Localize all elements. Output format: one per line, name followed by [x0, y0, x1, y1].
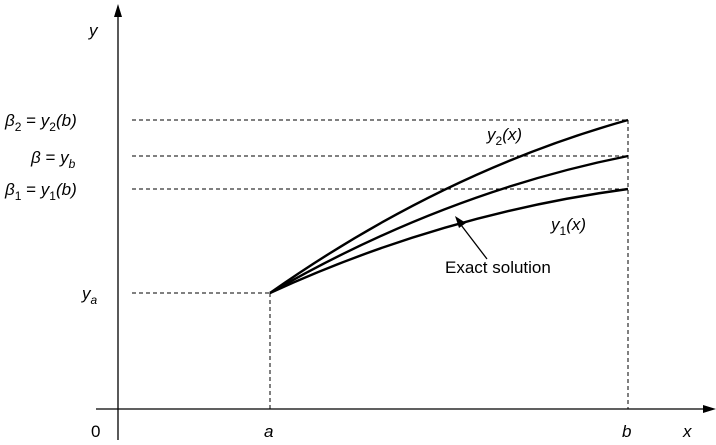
x-axis-arrowhead: [703, 405, 716, 413]
x-axis-label: x: [682, 422, 692, 441]
label-beta2: β2 = y2(b): [4, 111, 77, 134]
label-curve-y2: y2(x): [486, 125, 522, 148]
label-ya: ya: [81, 284, 98, 307]
y-axis-label: y: [88, 21, 99, 40]
label-curve-y1: y1(x): [550, 215, 586, 238]
tick-label-b: b: [622, 422, 631, 441]
origin-label: 0: [91, 422, 100, 441]
label-beta: β = yb: [30, 148, 76, 171]
label-beta1: β1 = y1(b): [4, 180, 77, 203]
exact-solution-pointer: [458, 221, 487, 259]
curve-y1: [270, 189, 628, 293]
label-exact-solution: Exact solution: [445, 258, 551, 277]
tick-label-a: a: [264, 422, 273, 441]
y-axis-arrowhead: [114, 4, 122, 17]
exact-solution-arrowhead: [455, 216, 466, 228]
